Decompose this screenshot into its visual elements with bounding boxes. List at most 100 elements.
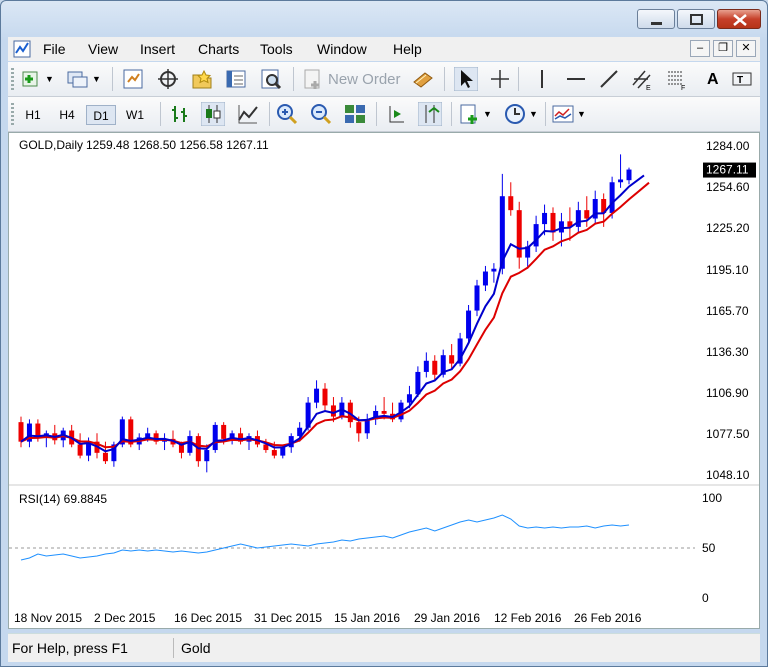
price-chart[interactable]: GOLD,Daily 1259.48 1268.50 1256.58 1267.… — [9, 133, 759, 628]
menu-insert[interactable]: Insert — [140, 41, 176, 57]
horizontal-line-icon[interactable] — [564, 67, 588, 91]
toolbar-separator — [444, 67, 445, 91]
status-separator — [173, 638, 174, 658]
minimize-button[interactable] — [637, 9, 675, 29]
new-chart-icon[interactable] — [20, 67, 44, 91]
title-bar[interactable] — [1, 1, 767, 35]
menu-tools[interactable]: Tools — [260, 41, 293, 57]
date-tick-label: 29 Jan 2016 — [414, 611, 480, 625]
timeframe-w1-button[interactable]: W1 — [126, 108, 144, 122]
toolbar-grip[interactable] — [11, 103, 14, 125]
candle-body — [314, 388, 320, 403]
chart-window[interactable]: GOLD,Daily 1259.48 1268.50 1256.58 1267.… — [8, 132, 760, 629]
price-tick-label: 1165.70 — [706, 304, 749, 318]
price-tick-label: 1195.10 — [706, 263, 749, 277]
mdi-close-button[interactable]: ✕ — [736, 40, 756, 57]
trendline-icon[interactable] — [597, 67, 621, 91]
timeframe-h1-button[interactable]: H1 — [25, 108, 41, 122]
equidistant-channel-icon[interactable]: E — [630, 67, 654, 91]
dropdown-arrow-icon[interactable]: ▼ — [483, 109, 492, 119]
candle-body — [26, 423, 32, 442]
candle-body — [626, 169, 632, 181]
date-tick-label: 31 Dec 2015 — [254, 611, 322, 625]
toolbar-grip[interactable] — [11, 68, 14, 90]
text-label-icon[interactable]: T — [730, 67, 754, 91]
periods-clock-icon[interactable] — [503, 102, 527, 126]
charts-toolbar: H1 H4 D1 W1 ▼ ▼ ▼ — [8, 97, 760, 132]
indicators-icon[interactable] — [458, 102, 482, 126]
mdi-minimize-button[interactable]: – — [690, 40, 710, 57]
crosshair-icon[interactable] — [156, 67, 180, 91]
candle-body — [263, 444, 269, 451]
price-tick-label: 1048.10 — [706, 468, 750, 482]
chart-shift-icon[interactable] — [384, 102, 408, 126]
toolbar-separator — [112, 67, 113, 91]
templates-icon[interactable] — [551, 102, 575, 126]
candle-body — [499, 196, 505, 269]
date-tick-label: 12 Feb 2016 — [494, 611, 562, 625]
new-order-icon[interactable] — [301, 67, 325, 91]
cursor-icon[interactable] — [454, 67, 478, 91]
timeframe-h4-button[interactable]: H4 — [59, 108, 75, 122]
bar-chart-icon[interactable] — [168, 102, 192, 126]
dropdown-arrow-icon[interactable]: ▼ — [529, 109, 538, 119]
candle-body — [466, 310, 472, 339]
autoscroll-icon[interactable] — [418, 102, 442, 126]
market-watch-icon[interactable] — [121, 67, 145, 91]
candle-body — [111, 444, 117, 462]
rsi-tick-label: 100 — [702, 491, 722, 505]
close-button[interactable] — [717, 9, 761, 29]
ma-slow-line — [20, 181, 650, 449]
menu-file[interactable]: File — [43, 41, 66, 57]
profiles-icon[interactable] — [66, 67, 90, 91]
candlestick-icon[interactable] — [201, 102, 225, 126]
menu-window[interactable]: Window — [317, 41, 367, 57]
candle-body — [609, 182, 615, 213]
candle-body — [567, 221, 573, 227]
navigator-icon[interactable] — [190, 67, 214, 91]
zoom-in-icon[interactable] — [275, 102, 299, 126]
line-chart-icon[interactable] — [236, 102, 260, 126]
vertical-line-icon[interactable] — [530, 67, 554, 91]
candle-body — [102, 452, 108, 462]
mdi-restore-button[interactable]: ❐ — [713, 40, 733, 57]
crosshair-tool-icon[interactable] — [488, 67, 512, 91]
dropdown-arrow-icon[interactable]: ▼ — [45, 74, 54, 84]
expert-advisors-icon[interactable] — [411, 67, 435, 91]
terminal-icon[interactable] — [224, 67, 248, 91]
zoom-out-icon[interactable] — [309, 102, 333, 126]
price-tick-label: 1284.00 — [706, 139, 750, 153]
date-tick-label: 2 Dec 2015 — [94, 611, 156, 625]
candle-body — [305, 402, 311, 428]
candle-body — [482, 271, 488, 286]
candle-body — [86, 441, 92, 456]
toolbar-separator — [451, 102, 452, 126]
price-tick-label: 1254.60 — [706, 180, 750, 194]
svg-text:E: E — [646, 85, 651, 91]
candle-body — [575, 210, 581, 227]
menu-charts[interactable]: Charts — [198, 41, 240, 57]
toolbar-separator — [293, 67, 294, 91]
toolbar-separator — [160, 102, 161, 126]
candle-body — [221, 424, 227, 439]
dropdown-arrow-icon[interactable]: ▼ — [92, 74, 101, 84]
chart-symbol-label: GOLD,Daily — [19, 138, 83, 152]
fibonacci-icon[interactable]: F — [664, 67, 688, 91]
mt4-app-icon[interactable] — [12, 39, 32, 59]
menu-view[interactable]: View — [88, 41, 119, 57]
timeframe-d1-button[interactable]: D1 — [86, 105, 116, 125]
new-order-button[interactable]: New Order — [328, 71, 401, 88]
tile-windows-icon[interactable] — [343, 102, 367, 126]
chart-ohlc-values: 1259.48 1268.50 1256.58 1267.11 — [86, 138, 269, 152]
candle-body — [153, 433, 159, 442]
candle-body — [525, 246, 531, 258]
dropdown-arrow-icon[interactable]: ▼ — [577, 109, 586, 119]
strategy-tester-icon[interactable] — [259, 67, 283, 91]
candle-body — [212, 424, 218, 451]
candle-body — [35, 423, 41, 438]
maximize-button[interactable] — [677, 9, 715, 29]
text-tool-button[interactable]: A — [707, 71, 719, 88]
menu-help[interactable]: Help — [393, 41, 422, 57]
candle-body — [128, 419, 134, 445]
candle-body — [77, 444, 83, 456]
